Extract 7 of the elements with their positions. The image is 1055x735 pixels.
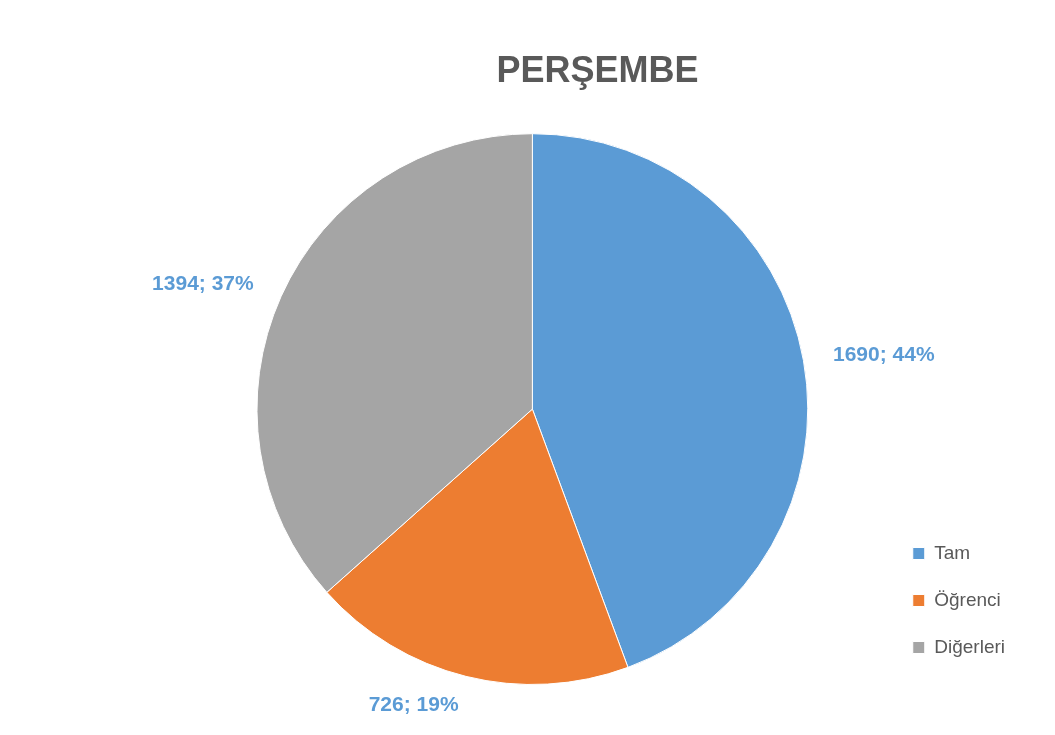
legend-label: Öğrenci	[934, 588, 1001, 610]
data-label: 1690; 44%	[832, 342, 935, 366]
chart-title: PERŞEMBE	[496, 48, 699, 90]
legend-label: Diğerleri	[934, 635, 1006, 657]
legend-label: Tam	[934, 541, 971, 563]
data-label: 726; 19%	[368, 692, 459, 716]
data-label: 1394; 37%	[152, 270, 255, 294]
